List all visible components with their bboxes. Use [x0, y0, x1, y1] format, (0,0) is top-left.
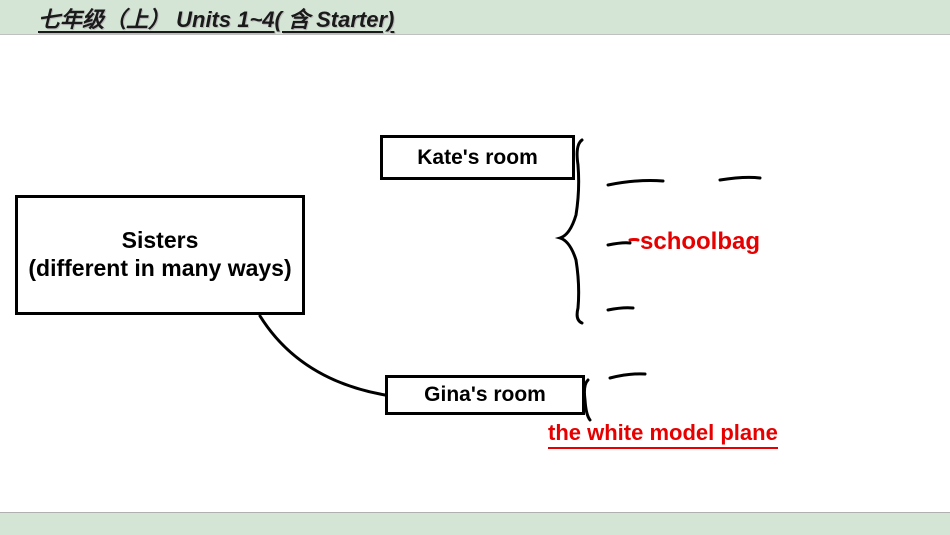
annotation-plane: the white model plane: [548, 420, 778, 449]
node-gina: Gina's room: [385, 375, 585, 415]
node-kate-label: Kate's room: [417, 146, 538, 170]
annotation-schoolbag: schoolbag: [640, 225, 770, 259]
node-root-label: Sisters(different in many ways): [28, 227, 291, 282]
header-title: 七年级（上） Units 1~4( 含 Starter): [38, 2, 394, 34]
footer-bar: [0, 512, 950, 535]
node-root: Sisters(different in many ways): [15, 195, 305, 315]
node-gina-label: Gina's room: [424, 383, 546, 407]
node-kate: Kate's room: [380, 135, 575, 180]
